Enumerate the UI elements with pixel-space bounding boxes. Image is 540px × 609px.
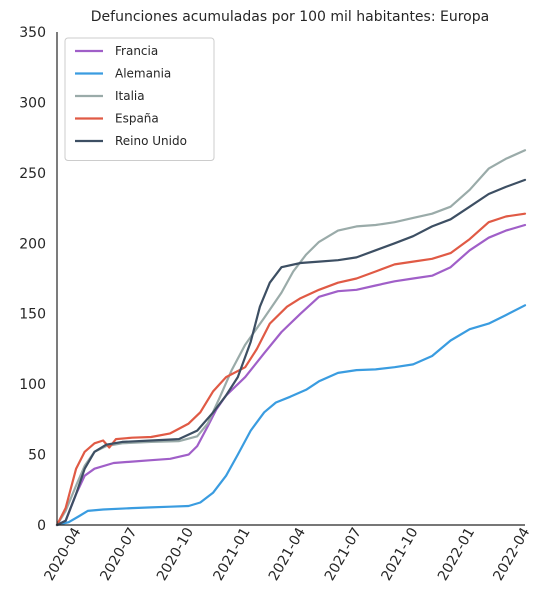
x-tick-label-7: 2022-01: [435, 525, 478, 584]
chart-title: Defunciones acumuladas por 100 mil habit…: [91, 9, 489, 25]
x-tick-label-6: 2021-10: [378, 525, 421, 584]
y-tick-label-6: 300: [19, 95, 46, 111]
legend-label-3: España: [115, 112, 159, 126]
series-layer: [55, 149, 527, 527]
legend-label-4: Reino Unido: [115, 134, 187, 148]
x-tick-label-3: 2021-01: [211, 525, 254, 584]
x-tick-label-1: 2020-07: [97, 525, 140, 584]
legend-box: [64, 37, 215, 161]
x-ticks: 2020-04 2020-07 2020-10 2021-01 2021-04 2021-…: [41, 525, 533, 584]
legend-label-0: Francia: [115, 44, 158, 58]
x-tick-label-8: 2022-04: [490, 525, 533, 584]
x-tick-label-5: 2021-07: [322, 525, 365, 584]
legend-label-2: Italia: [115, 89, 145, 103]
series-line-3: [55, 212, 527, 527]
x-tick-label-2: 2020-10: [154, 525, 197, 584]
legend-label-1: Alemania: [115, 67, 171, 81]
series-line-0: [55, 223, 527, 527]
y-tick-label-4: 200: [19, 236, 46, 252]
series-line-1: [55, 304, 527, 527]
y-ticks: 0 50 100 150 200 250 300 350: [19, 25, 46, 534]
legend: Francia Alemania Italia España Reino Unido: [64, 37, 215, 161]
y-tick-label-3: 150: [19, 307, 46, 323]
y-tick-label-0: 0: [37, 518, 46, 534]
x-tick-label-4: 2021-04: [266, 525, 309, 584]
y-tick-label-5: 250: [19, 166, 46, 182]
series-line-4: [55, 178, 527, 527]
y-tick-label-2: 100: [19, 377, 46, 393]
y-tick-label-1: 50: [28, 448, 46, 464]
x-tick-label-0: 2020-04: [41, 525, 84, 584]
y-tick-label-7: 350: [19, 25, 46, 41]
